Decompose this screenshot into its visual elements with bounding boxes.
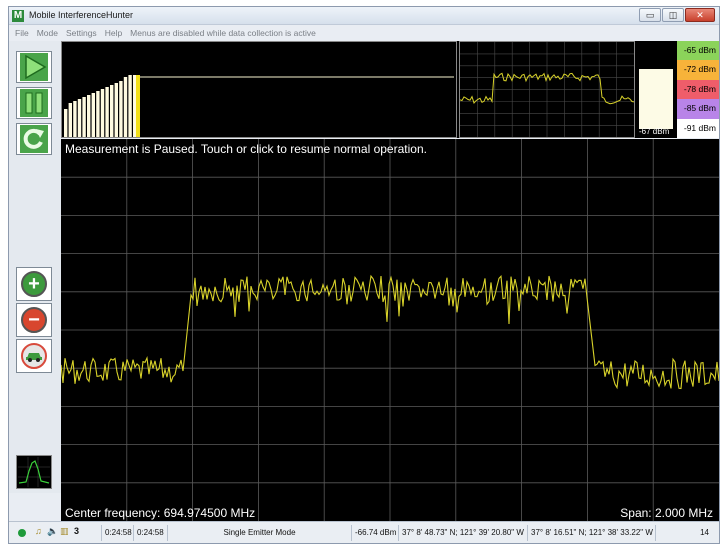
paused-message[interactable]: Measurement is Paused. Touch or click to… — [65, 142, 427, 156]
level-scale: -65 dBm -72 dBm -78 dBm -85 dBm -91 dBm — [677, 41, 719, 138]
level-72: -72 dBm — [677, 60, 719, 80]
maximize-button[interactable]: ◫ — [662, 8, 684, 22]
menu-bar: File Mode Settings Help Menus are disabl… — [9, 26, 719, 40]
refresh-icon — [20, 125, 48, 153]
minimize-button[interactable]: ▭ — [639, 8, 661, 22]
level-78: -78 dBm — [677, 79, 719, 100]
elapsed-time-1: 0:24:58 — [101, 525, 135, 541]
vehicle-mode-button[interactable] — [16, 339, 52, 373]
top-strip: -67 dBm -65 dBm -72 dBm -78 dBm -85 dBm … — [61, 41, 719, 138]
level-65: -65 dBm — [677, 41, 719, 61]
status-bar: ♫ 🔈 ▥ 3 0:24:58 0:24:58 Single Emitter M… — [9, 521, 719, 543]
app-window: M Mobile InterferenceHunter ▭ ◫ ✕ File M… — [8, 6, 720, 544]
signal-level-colorbar: -67 dBm -65 dBm -72 dBm -78 dBm -85 dBm … — [637, 41, 719, 138]
gps-position-1: 37° 8' 48.73" N; 121° 39' 20.80" W — [398, 525, 527, 541]
app-logo-icon: M — [12, 10, 24, 22]
window-title: Mobile InterferenceHunter — [29, 10, 134, 20]
car-icon — [21, 343, 47, 369]
count-left: 3 — [74, 526, 80, 536]
level-readout: -66.74 dBm — [351, 525, 399, 541]
music-icon: ♫ — [35, 526, 42, 536]
close-button[interactable]: ✕ — [685, 8, 715, 22]
zoom-out-button[interactable]: − — [16, 303, 52, 337]
menu-disabled-notice: Menus are disabled while data collection… — [130, 28, 316, 38]
zoom-in-button[interactable]: + — [16, 267, 52, 301]
gps-status-icon — [18, 529, 26, 537]
mini-spectrum-view[interactable] — [459, 41, 635, 138]
elapsed-time-2: 0:24:58 — [133, 525, 167, 541]
refresh-button[interactable] — [16, 123, 52, 155]
pause-button[interactable] — [16, 87, 52, 119]
level-85: -85 dBm — [677, 99, 719, 119]
menu-mode[interactable]: Mode — [36, 28, 58, 38]
menu-help[interactable]: Help — [104, 28, 123, 38]
play-button[interactable] — [16, 51, 52, 83]
spectrum-thumbnail-icon — [18, 457, 50, 487]
zoom-in-icon: + — [21, 271, 47, 297]
signal-icon: ▥ — [60, 526, 69, 536]
left-toolbar: + − — [9, 41, 61, 493]
mode-indicator: Single Emitter Mode — [167, 525, 351, 541]
zoom-out-icon: − — [21, 307, 47, 333]
menu-settings[interactable]: Settings — [65, 28, 97, 38]
spectrum-display[interactable]: Measurement is Paused. Touch or click to… — [61, 139, 719, 521]
count-right: 14 — [655, 525, 717, 541]
level-91: -91 dBm — [677, 118, 719, 138]
span-label: Span: 2.000 MHz — [620, 506, 713, 520]
gps-position-2: 37° 8' 16.51" N; 121° 38' 33.22" W — [527, 525, 656, 541]
current-level-label: -67 dBm — [639, 127, 670, 136]
menu-file[interactable]: File — [15, 28, 29, 38]
level-indicator — [639, 69, 673, 129]
center-frequency-label: Center frequency: 694.974500 MHz — [65, 506, 256, 520]
title-bar[interactable]: M Mobile InterferenceHunter ▭ ◫ ✕ — [9, 7, 719, 25]
speaker-icon: 🔈 — [47, 526, 59, 536]
play-icon — [20, 53, 48, 81]
signal-strength-histogram[interactable] — [61, 41, 457, 138]
window-controls: ▭ ◫ ✕ — [639, 8, 715, 22]
pause-icon — [20, 89, 48, 117]
spectrum-thumbnail-button[interactable] — [16, 455, 52, 489]
